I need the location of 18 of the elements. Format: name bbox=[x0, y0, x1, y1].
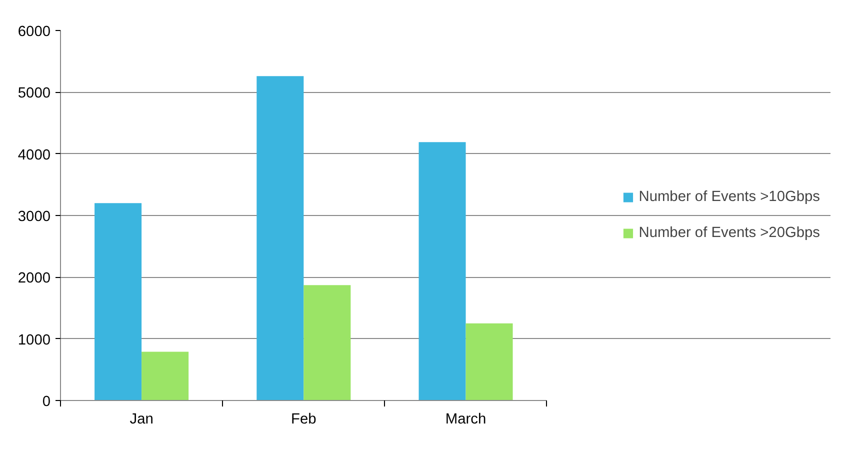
y-tick-label: 6000 bbox=[18, 24, 51, 40]
bar bbox=[256, 76, 304, 400]
y-tick-label: 4000 bbox=[18, 147, 51, 164]
y-tick-label: 5000 bbox=[18, 86, 51, 102]
x-tick-label: Jan bbox=[130, 412, 154, 428]
bar bbox=[94, 203, 142, 400]
bar bbox=[304, 285, 351, 400]
legend-label: Number of Events >20Gbps bbox=[638, 225, 820, 241]
bar bbox=[418, 142, 466, 400]
y-tick-label: 3000 bbox=[18, 209, 51, 225]
y-tick-label: 0 bbox=[42, 394, 51, 410]
x-tick-label: Feb bbox=[291, 412, 316, 428]
y-tick-label: 1000 bbox=[18, 332, 51, 348]
legend-label: Number of Events >10Gbps bbox=[638, 189, 820, 205]
x-tick-label: March bbox=[445, 412, 486, 428]
bar bbox=[142, 352, 189, 400]
y-tick-label: 2000 bbox=[18, 270, 51, 287]
bar bbox=[466, 323, 513, 400]
